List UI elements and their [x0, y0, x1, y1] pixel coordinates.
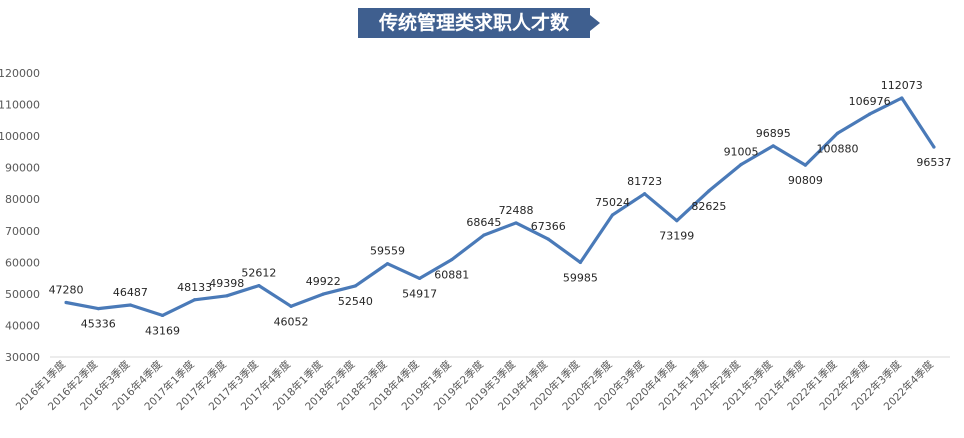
data-point	[257, 284, 261, 288]
y-tick-label: 60000	[5, 256, 40, 269]
data-label: 81723	[627, 175, 662, 188]
data-label: 91005	[724, 145, 759, 158]
data-point	[771, 144, 775, 148]
data-point	[418, 276, 422, 280]
y-tick-label: 50000	[5, 288, 40, 301]
data-point	[835, 131, 840, 135]
data-point	[321, 292, 325, 296]
data-point	[610, 213, 615, 217]
y-tick-label: 40000	[5, 319, 40, 332]
data-point	[803, 163, 807, 167]
data-label: 96537	[916, 156, 951, 169]
data-label: 112073	[881, 79, 923, 92]
data-point	[707, 189, 711, 193]
data-point	[739, 162, 743, 167]
data-point	[450, 257, 454, 262]
data-point	[225, 294, 229, 298]
data-label: 106976	[849, 95, 891, 108]
y-tick-label: 110000	[0, 99, 40, 112]
data-label: 48133	[177, 281, 212, 294]
data-label: 60881	[434, 269, 469, 282]
data-label: 54917	[402, 287, 437, 300]
y-tick-label: 120000	[0, 67, 40, 80]
data-label: 49398	[209, 277, 244, 290]
data-label: 49922	[306, 275, 341, 288]
data-point	[353, 284, 357, 288]
series-line	[64, 96, 936, 317]
data-label: 52612	[241, 267, 276, 280]
data-point	[482, 233, 486, 237]
data-label: 46052	[274, 315, 309, 328]
data-point	[868, 112, 872, 116]
data-label: 73199	[659, 230, 694, 243]
data-label: 82625	[691, 200, 726, 213]
y-tick-label: 70000	[5, 225, 40, 238]
data-point	[643, 192, 647, 196]
data-point	[193, 298, 197, 302]
data-point	[546, 237, 550, 241]
y-tick-label: 80000	[5, 193, 40, 206]
data-point	[128, 303, 132, 307]
data-point	[900, 96, 904, 100]
chart-title-banner	[358, 8, 590, 38]
chart-title-arrow	[590, 15, 600, 31]
chart-title: 传统管理类求职人才数	[378, 12, 569, 34]
data-point	[385, 262, 390, 266]
data-point	[64, 300, 68, 305]
data-label: 68645	[466, 216, 501, 229]
data-point	[675, 219, 679, 223]
y-tick-label: 100000	[0, 130, 40, 143]
data-label: 52540	[338, 295, 373, 308]
y-tick-label: 90000	[5, 162, 40, 175]
data-label: 100880	[817, 142, 859, 155]
data-label: 75024	[595, 196, 630, 209]
data-label: 59985	[563, 271, 598, 284]
data-point	[514, 221, 518, 225]
data-label: 72488	[499, 204, 534, 217]
data-point	[96, 307, 100, 311]
data-label: 67366	[531, 220, 566, 233]
data-point	[160, 313, 165, 318]
data-point	[289, 304, 293, 308]
data-label: 45336	[81, 318, 116, 331]
data-label: 46487	[113, 286, 148, 299]
data-point	[932, 145, 936, 149]
data-label: 47280	[49, 283, 84, 296]
data-point	[578, 260, 582, 264]
data-label: 43169	[145, 324, 180, 337]
data-label: 59559	[370, 245, 405, 258]
data-label: 96895	[756, 127, 791, 140]
y-tick-label: 30000	[5, 351, 40, 364]
data-label: 90809	[788, 174, 823, 187]
